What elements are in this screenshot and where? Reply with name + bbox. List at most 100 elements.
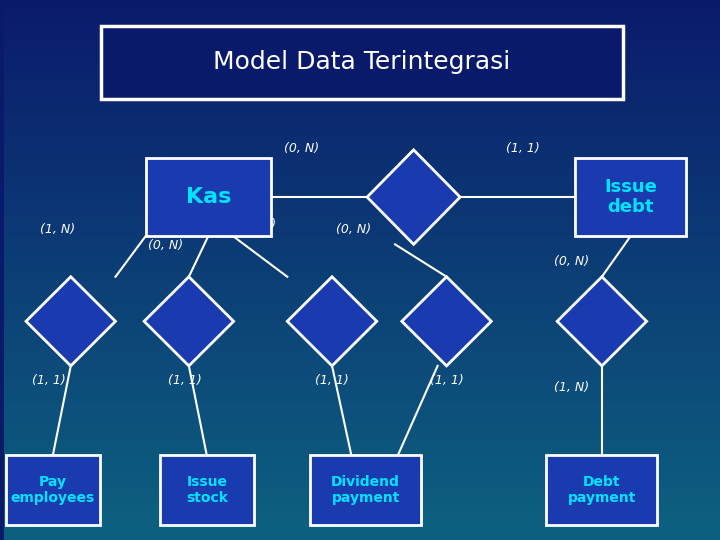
- FancyBboxPatch shape: [575, 158, 686, 237]
- Bar: [4, 216, 720, 220]
- Bar: [4, 54, 720, 58]
- Bar: [4, 171, 720, 176]
- Bar: [4, 72, 720, 77]
- Bar: [4, 117, 720, 122]
- Bar: [4, 374, 720, 378]
- Bar: [4, 81, 720, 85]
- FancyBboxPatch shape: [6, 455, 100, 525]
- Bar: [4, 0, 720, 4]
- Bar: [4, 500, 720, 504]
- Polygon shape: [557, 276, 647, 366]
- Bar: [4, 526, 720, 531]
- Bar: [4, 360, 720, 364]
- Bar: [4, 324, 720, 328]
- Polygon shape: [26, 276, 115, 366]
- Bar: [4, 256, 720, 261]
- Bar: [4, 536, 720, 540]
- Bar: [4, 131, 720, 135]
- Bar: [4, 297, 720, 301]
- Bar: [4, 284, 720, 288]
- Bar: [4, 261, 720, 266]
- Bar: [4, 301, 720, 306]
- Bar: [4, 198, 720, 202]
- Bar: [4, 166, 720, 171]
- Bar: [4, 85, 720, 90]
- Bar: [4, 185, 720, 189]
- Text: (0, N): (0, N): [554, 255, 589, 268]
- Bar: [4, 513, 720, 517]
- Bar: [4, 320, 720, 324]
- Bar: [4, 45, 720, 50]
- Text: (0, N): (0, N): [148, 239, 183, 252]
- Bar: [4, 225, 720, 229]
- Bar: [4, 239, 720, 243]
- Text: (1, 1): (1, 1): [32, 374, 66, 387]
- Bar: [4, 230, 720, 234]
- Bar: [4, 207, 720, 212]
- Bar: [4, 378, 720, 382]
- Bar: [4, 382, 720, 387]
- Bar: [4, 432, 720, 436]
- Bar: [4, 522, 720, 526]
- Bar: [4, 446, 720, 450]
- Bar: [4, 94, 720, 99]
- Bar: [4, 342, 720, 347]
- Bar: [4, 243, 720, 247]
- Bar: [4, 122, 720, 126]
- Bar: [4, 428, 720, 432]
- Bar: [4, 50, 720, 54]
- Bar: [4, 144, 720, 148]
- Bar: [4, 162, 720, 166]
- Text: (1, 1): (1, 1): [168, 374, 202, 387]
- Text: (1, N): (1, N): [40, 223, 76, 236]
- Bar: [4, 158, 720, 162]
- Bar: [4, 405, 720, 409]
- Bar: [4, 279, 720, 284]
- Text: Pay
employees: Pay employees: [11, 475, 95, 505]
- Bar: [4, 436, 720, 441]
- Bar: [4, 148, 720, 153]
- Bar: [4, 509, 720, 513]
- Polygon shape: [402, 276, 491, 366]
- Bar: [4, 310, 720, 315]
- Bar: [4, 63, 720, 68]
- Bar: [4, 4, 720, 9]
- Bar: [4, 468, 720, 472]
- Text: Dividend
payment: Dividend payment: [331, 475, 400, 505]
- Text: Debt
payment: Debt payment: [567, 475, 636, 505]
- Text: Issue
stock: Issue stock: [186, 475, 228, 505]
- Text: (1, N): (1, N): [554, 381, 589, 394]
- FancyBboxPatch shape: [310, 455, 421, 525]
- Bar: [4, 482, 720, 486]
- Bar: [4, 338, 720, 342]
- Bar: [4, 126, 720, 131]
- Bar: [4, 274, 720, 279]
- Text: (0, N): (0, N): [284, 142, 319, 155]
- Bar: [4, 401, 720, 405]
- Bar: [4, 266, 720, 270]
- Bar: [4, 252, 720, 256]
- Bar: [4, 477, 720, 482]
- Polygon shape: [144, 276, 233, 366]
- Bar: [4, 423, 720, 428]
- Bar: [4, 104, 720, 108]
- Bar: [4, 463, 720, 468]
- Bar: [4, 139, 720, 144]
- Bar: [4, 9, 720, 14]
- Bar: [4, 418, 720, 423]
- Bar: [4, 387, 720, 392]
- Bar: [4, 364, 720, 369]
- Polygon shape: [287, 276, 377, 366]
- Bar: [4, 99, 720, 104]
- Bar: [4, 189, 720, 193]
- Bar: [4, 459, 720, 463]
- Bar: [4, 351, 720, 355]
- FancyBboxPatch shape: [160, 455, 254, 525]
- FancyBboxPatch shape: [145, 158, 271, 237]
- Bar: [4, 108, 720, 112]
- Bar: [4, 176, 720, 180]
- Bar: [4, 472, 720, 477]
- Bar: [4, 112, 720, 117]
- Bar: [4, 234, 720, 239]
- Text: Kas: Kas: [186, 187, 231, 207]
